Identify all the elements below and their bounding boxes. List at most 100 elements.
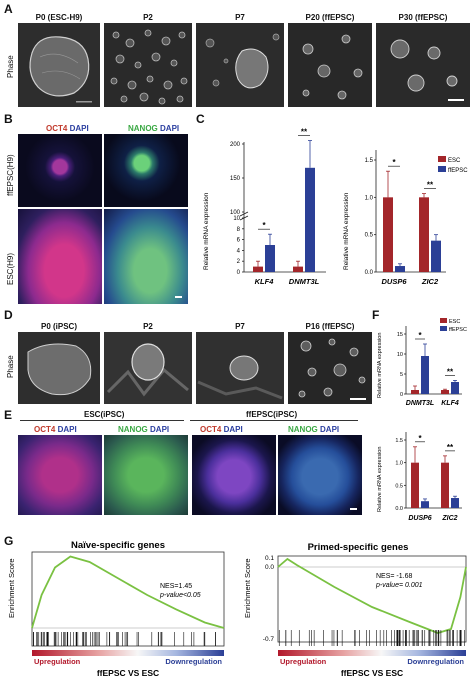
significance-mark: * xyxy=(262,221,266,230)
legend-swatch-esc xyxy=(440,318,447,323)
panel-letter-g: G xyxy=(4,534,14,548)
panel-d-title-4: P16 (ffEPSC) xyxy=(305,322,355,331)
y-tick-label: 0.5 xyxy=(395,483,403,489)
y-tick-label: 5 xyxy=(400,372,403,378)
significance-mark: ** xyxy=(447,443,454,452)
bar-ffepsc-dusp6 xyxy=(395,266,405,272)
x-tick-label: DUSP6 xyxy=(381,277,407,286)
panel-d-row-label: Phase xyxy=(6,355,15,378)
x-tick-label: DNMT3L xyxy=(289,277,320,286)
y-axis-label: Enrichment Score xyxy=(243,558,252,618)
legend-swatch-esc xyxy=(438,156,446,162)
x-tick-label: ZIC2 xyxy=(421,277,439,286)
x-tick-label: KLF4 xyxy=(255,277,275,286)
group2-underline xyxy=(190,420,358,421)
y-tick: 0.0 xyxy=(265,564,274,571)
bar-ffepsc-klf4 xyxy=(265,245,275,272)
panel-b-row-label-ffepsc: ffEPSC(H9) xyxy=(6,154,15,196)
legend-esc: ESC xyxy=(448,158,461,164)
bar-ffepsc-zic2 xyxy=(451,498,459,508)
hit-barcode xyxy=(278,630,465,646)
fluo-ffepsc-ipsc-nanog-dapi xyxy=(278,435,362,515)
fluo-ffepsc-ipsc-oct4-dapi xyxy=(192,435,276,515)
dapi-label: DAPI xyxy=(223,425,243,434)
chart-f-bottom: 0.00.51.01.5 Relative mRNA expression **… xyxy=(377,432,462,522)
legend-esc: ESC xyxy=(449,319,460,325)
enrichment-curve xyxy=(277,557,467,634)
panel-b-col2-header: NANOG DAPI xyxy=(128,124,179,133)
panel-letter-e: E xyxy=(4,408,13,422)
oct4-label: OCT4 xyxy=(34,425,56,434)
bar-esc-dusp6 xyxy=(383,197,393,272)
scale-bar xyxy=(175,296,182,298)
pvalue-annotation: p-value<0.05 xyxy=(159,592,201,599)
bar-esc-zic2 xyxy=(419,197,429,272)
panel-b-row-label-esc: ESC(H9) xyxy=(6,252,15,285)
dapi-label: DAPI xyxy=(160,124,180,133)
bar-esc-klf4 xyxy=(441,390,449,394)
phase-image-d-p2 xyxy=(104,332,192,404)
gsea-title: Naïve-specific genes xyxy=(71,540,165,551)
bar-esc-klf4 xyxy=(253,266,263,272)
rank-colorbar xyxy=(278,650,466,656)
y-tick-label: 1.5 xyxy=(365,158,374,164)
bar-ffepsc-dnmt3l xyxy=(421,356,429,394)
panel-letter-d: D xyxy=(4,308,13,322)
bar-esc-zic2 xyxy=(441,462,449,508)
panel-e-col2-header: NANOG DAPI xyxy=(118,425,169,434)
significance-mark: * xyxy=(418,434,422,443)
y-tick-label: 150 xyxy=(230,176,241,182)
fluo-ffepsc-oct4-dapi xyxy=(18,134,102,207)
significance-mark: * xyxy=(418,331,422,340)
x-axis-label: ffEPSC VS ESC xyxy=(97,668,159,678)
oct4-label: OCT4 xyxy=(200,425,222,434)
panel-a-title-3: P7 xyxy=(235,13,245,22)
panel-d-title-1: P0 (iPSC) xyxy=(40,322,77,331)
upregulation-label: Upregulation xyxy=(34,657,81,666)
y-tick-label: 1.5 xyxy=(395,438,403,444)
upregulation-label: Upregulation xyxy=(280,657,327,666)
panel-e-group2-header: ffEPSC(iPSC) xyxy=(246,410,298,419)
phase-image-p7 xyxy=(196,23,284,107)
phase-image-d-p7 xyxy=(196,332,284,404)
y-tick-label: 0.0 xyxy=(365,270,374,276)
panel-e-col1-header: OCT4 DAPI xyxy=(34,425,77,434)
bar-ffepsc-dusp6 xyxy=(421,501,429,508)
axis-break xyxy=(239,211,249,217)
y-tick-label: 6 xyxy=(237,238,241,244)
gsea-primed: Primed-specific genes Enrichment Score 0… xyxy=(243,542,467,678)
y-axis-label: Enrichment Score xyxy=(7,558,16,618)
panel-e-group1-header: ESC(iPSC) xyxy=(84,410,125,419)
y-tick-label: 15 xyxy=(397,332,403,338)
fluo-esc-oct4-dapi xyxy=(18,209,102,304)
significance-mark: ** xyxy=(301,128,308,137)
x-axis-label: ffEPSC VS ESC xyxy=(341,668,403,678)
y-axis-label: Relative mRNA expression xyxy=(377,333,383,398)
y-tick-label: 1.0 xyxy=(395,461,403,467)
y-tick-label: 2 xyxy=(237,259,241,265)
panel-b-col1-header: OCT4 DAPI xyxy=(46,124,89,133)
phase-image-p2 xyxy=(104,23,192,107)
y-tick: 0.1 xyxy=(265,555,274,562)
panel-letter-b: B xyxy=(4,112,13,126)
pvalue-annotation: p-value= 0.001 xyxy=(375,582,423,589)
downregulation-label: Downregulation xyxy=(407,657,464,666)
y-tick-label: 100 xyxy=(230,210,241,216)
bar-esc-dusp6 xyxy=(411,462,419,508)
y-tick-label: 1.0 xyxy=(365,195,374,201)
legend-swatch-ffepsc xyxy=(440,326,447,331)
y-tick: -0.7 xyxy=(263,636,275,643)
panel-a-title-1: P0 (ESC-H9) xyxy=(35,13,83,22)
panel-a-title-2: P2 xyxy=(143,13,153,22)
nanog-label: NANOG xyxy=(288,425,318,434)
x-tick-label: ZIC2 xyxy=(441,515,457,522)
dapi-label: DAPI xyxy=(150,425,170,434)
panel-d-title-2: P2 xyxy=(143,322,153,331)
phase-image-p0-esc-h9 xyxy=(18,23,100,107)
significance-mark: ** xyxy=(447,367,454,376)
fluo-esc-ipsc-nanog-dapi xyxy=(104,435,188,515)
dapi-label: DAPI xyxy=(69,124,89,133)
bar-ffepsc-dnmt3l xyxy=(305,167,315,272)
y-tick-label: 10 xyxy=(397,352,403,358)
